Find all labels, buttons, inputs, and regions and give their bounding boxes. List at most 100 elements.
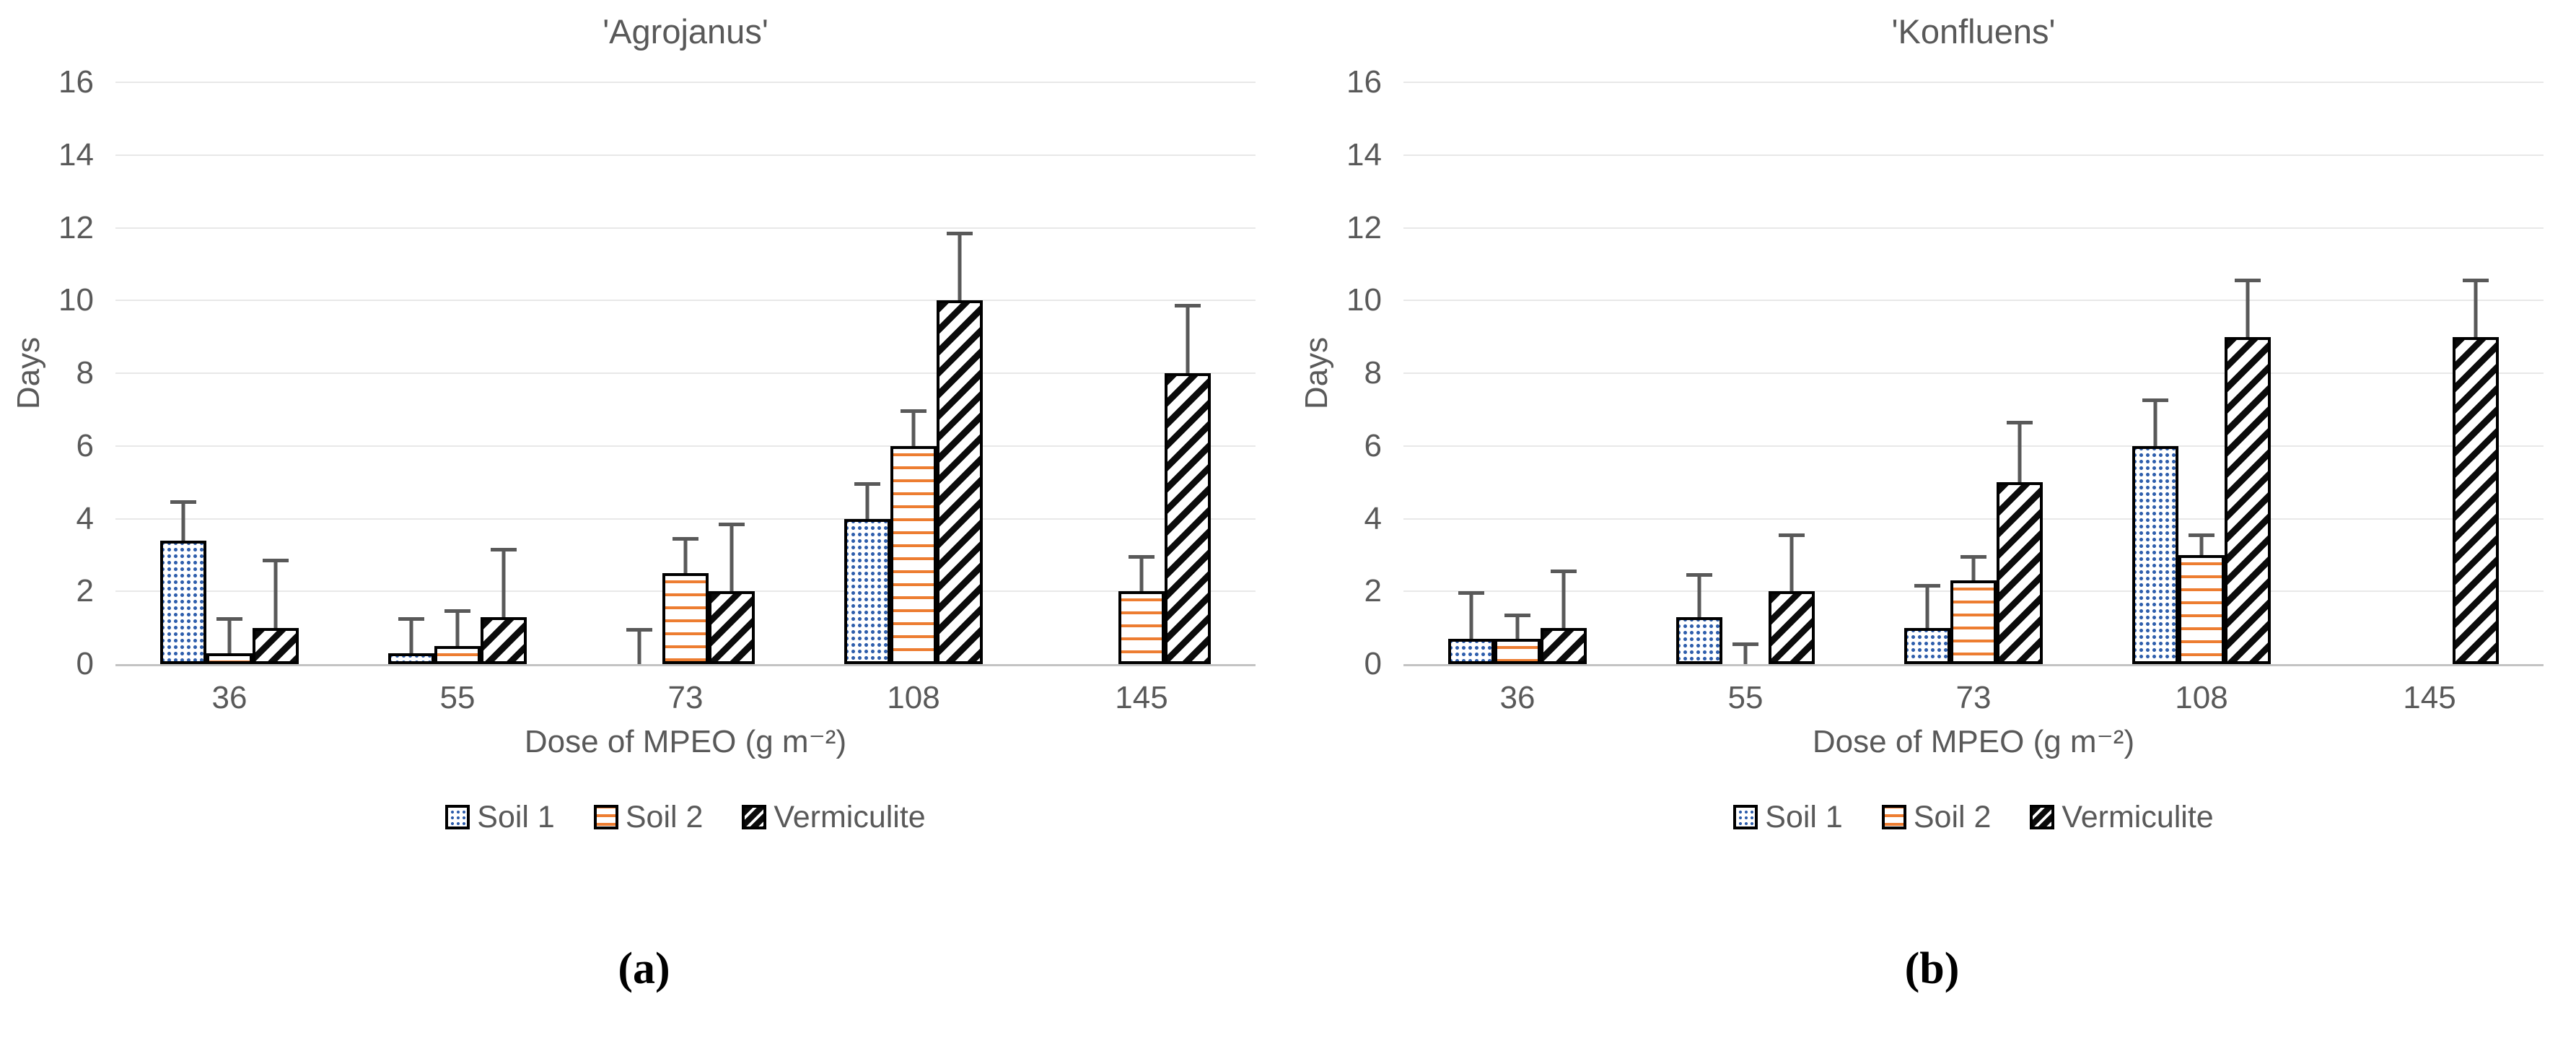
error-bar-soil-2-108 <box>901 409 926 446</box>
error-bar-cap <box>1732 642 1758 646</box>
bar-soil-1-108 <box>2132 445 2178 664</box>
error-bar-soil-1-108 <box>2142 398 2168 446</box>
legend-swatch-soil-1 <box>1733 805 1758 829</box>
bar-cell-vermiculite-145 <box>2453 82 2499 664</box>
gridline-16 <box>1403 82 2544 83</box>
error-bar-line <box>637 627 641 664</box>
gridline-6 <box>115 445 1256 447</box>
error-bar-cap <box>170 500 196 505</box>
error-bar-line <box>1515 613 1520 639</box>
bar-cell-soil-1-73 <box>1904 82 1950 664</box>
y-tick-label-6: 6 <box>76 427 94 463</box>
x-axis-title: Dose of MPEO (g m⁻²) <box>1812 724 2135 759</box>
error-bar-line <box>181 500 185 541</box>
bar-vermiculite-55 <box>1769 591 1815 664</box>
error-bar-cap <box>2235 279 2261 283</box>
bar-group-55 <box>388 82 527 664</box>
error-bar-line <box>1789 533 1794 592</box>
y-tick-label-12: 12 <box>58 209 94 245</box>
x-axis-title: Dose of MPEO (g m⁻²) <box>524 724 847 759</box>
y-tick-label-2: 2 <box>1364 573 1382 609</box>
bar-cell-soil-1-108 <box>844 82 890 664</box>
bar-soil-2-55 <box>434 645 481 664</box>
bars-row <box>115 82 1256 664</box>
bar-soil-2-145 <box>1118 591 1165 664</box>
bar-vermiculite-73 <box>709 591 755 664</box>
bar-cell-vermiculite-55 <box>481 82 527 664</box>
y-tick-label-14: 14 <box>58 136 94 173</box>
bar-vermiculite-145 <box>2453 336 2499 664</box>
x-tick-label-55: 55 <box>439 680 476 715</box>
error-bar-cap <box>1686 573 1712 577</box>
gridline-10 <box>115 300 1256 302</box>
legend-swatch-vermiculite <box>742 805 767 829</box>
legend-item-soil-2: Soil 2 <box>1881 800 1991 835</box>
x-tick-label-73: 73 <box>667 680 704 715</box>
error-bar-line <box>2018 420 2022 483</box>
bar-soil-1-73 <box>1904 627 1950 664</box>
legend-label-soil-2: Soil 2 <box>625 799 704 834</box>
error-bar-vermiculite-55 <box>1779 533 1805 592</box>
gridline-8 <box>1403 372 2544 374</box>
error-bar-cap <box>2189 533 2214 537</box>
y-tick-label-0: 0 <box>1364 646 1382 681</box>
bar-cell-vermiculite-145 <box>1165 82 1211 664</box>
gridline-4 <box>115 518 1256 520</box>
bar-cell-soil-2-73 <box>662 82 709 664</box>
bar-vermiculite-108 <box>937 300 983 664</box>
y-tick-label-16: 16 <box>58 64 94 100</box>
bar-vermiculite-55 <box>481 616 527 664</box>
bar-cell-vermiculite-36 <box>1541 82 1587 664</box>
x-tick-label-36: 36 <box>1499 680 1535 715</box>
bar-vermiculite-145 <box>1165 373 1211 664</box>
legend-item-soil-2: Soil 2 <box>593 799 704 835</box>
panel-label-a: (a) <box>618 944 670 993</box>
bar-cell-soil-1-145 <box>1072 82 1118 664</box>
y-tick-label-10: 10 <box>1346 282 1382 318</box>
bar-cell-vermiculite-108 <box>937 82 983 664</box>
error-bar-cap <box>1458 591 1484 596</box>
error-bar-cap <box>719 522 745 526</box>
error-bar-line <box>958 231 962 301</box>
bar-group-108 <box>2132 82 2271 664</box>
bar-vermiculite-36 <box>1541 627 1587 664</box>
error-bar-line <box>1971 554 1976 581</box>
error-bar-soil-1-73 <box>626 627 652 664</box>
error-bar-cap <box>1551 570 1577 574</box>
chart-title: 'Agrojanus' <box>603 12 768 51</box>
bar-cell-vermiculite-108 <box>2225 82 2271 664</box>
error-bar-soil-2-73 <box>673 536 698 574</box>
bar-cell-soil-1-55 <box>1676 82 1722 664</box>
error-bar-soil-1-108 <box>854 482 880 519</box>
error-bar-cap <box>1129 554 1155 559</box>
error-bar-vermiculite-145 <box>1175 304 1201 373</box>
error-bar-vermiculite-73 <box>719 522 745 592</box>
x-axis-ticks: 36 55 73 108 145 <box>1403 666 2544 718</box>
bar-soil-2-36 <box>206 653 253 664</box>
error-bar-line <box>2153 398 2157 446</box>
y-tick-label-8: 8 <box>1364 355 1382 391</box>
chart-panel-b: 'Konfluens' Days 0 2 4 6 8 10 12 14 16 36 55 73 108… <box>1288 6 2576 995</box>
error-bar-cap <box>1779 533 1805 537</box>
error-bar-vermiculite-36 <box>1551 570 1577 628</box>
bar-vermiculite-73 <box>1997 482 2043 664</box>
error-bar-line <box>1469 591 1473 639</box>
error-bar-cap <box>626 627 652 632</box>
error-bar-soil-2-73 <box>1961 554 1986 581</box>
legend-swatch-soil-1 <box>445 805 470 829</box>
error-bar-vermiculite-73 <box>2007 420 2033 483</box>
gridline-6 <box>1403 445 2544 447</box>
y-tick-label-4: 4 <box>76 500 94 536</box>
error-bar-line <box>1186 304 1190 373</box>
bar-group-145 <box>1072 82 1211 664</box>
error-bar-line <box>273 558 278 628</box>
legend-swatch-vermiculite <box>2030 805 2055 829</box>
error-bar-vermiculite-108 <box>2235 279 2261 337</box>
bar-group-55 <box>1676 82 1815 664</box>
error-bar-cap <box>2142 398 2168 403</box>
error-bar-line <box>2246 279 2250 337</box>
bar-cell-vermiculite-73 <box>709 82 755 664</box>
legend-swatch-soil-2 <box>593 805 618 829</box>
bar-group-36 <box>160 82 299 664</box>
gridline-12 <box>1403 227 2544 229</box>
